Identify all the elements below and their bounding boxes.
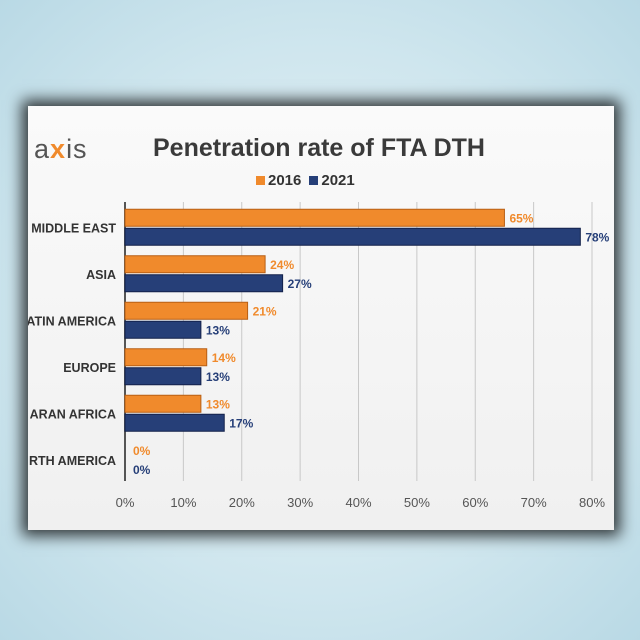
bar-2021 [124,274,284,293]
x-tick-label: 80% [579,495,605,510]
data-label-2016: 21% [253,304,277,318]
bar-2016 [124,348,208,367]
category-label: RTH AMERICA [29,454,116,468]
legend-item-2016: 2016 [256,172,301,189]
bar-2016 [124,301,249,320]
bar-2021 [124,367,202,386]
data-label-2021: 27% [288,277,312,291]
x-tick-label: 20% [229,495,255,510]
x-tick-label: 10% [170,495,196,510]
data-label-2021: 13% [206,370,230,384]
x-tick-label: 60% [462,495,488,510]
category-label: ATIN AMERICA [28,314,116,328]
data-label-2021: 78% [585,230,609,244]
chart-title: Penetration rate of FTA DTH [153,134,485,162]
category-label: ARAN AFRICA [30,407,116,421]
x-tick-label: 50% [404,495,430,510]
data-label-2016: 13% [206,397,230,411]
legend-item-2021: 2021 [309,172,355,189]
bar-2016 [124,208,505,227]
category-label: ASIA [86,268,116,282]
x-tick-label: 0% [116,495,135,510]
data-label-2021: 17% [229,416,253,430]
data-label-2016: 0% [133,444,151,458]
legend: 2016 2021 [256,172,355,189]
x-tick-label: 40% [345,495,371,510]
bar-2021 [124,320,202,339]
x-tick-label: 30% [287,495,313,510]
axis-logo: axis [34,134,88,164]
data-label-2016: 14% [212,351,236,365]
data-label-2016: 24% [270,258,294,272]
bar-2016 [124,394,202,413]
chart-card: axis Penetration rate of FTA DTH 2016 20… [28,106,614,530]
data-label-2021: 0% [133,463,151,477]
bar-2021 [124,413,225,432]
bar-chart: 0% 10% 20% 30% 40% 50% 60% 70% 80% MIDDLE EAST 65%… [28,202,610,510]
bar-2021 [124,227,581,246]
category-label: EUROPE [63,361,116,375]
data-label-2016: 65% [509,211,533,225]
data-label-2021: 13% [206,323,230,337]
category-label: MIDDLE EAST [31,221,116,235]
x-tick-label: 70% [521,495,547,510]
bar-2016 [124,255,266,274]
